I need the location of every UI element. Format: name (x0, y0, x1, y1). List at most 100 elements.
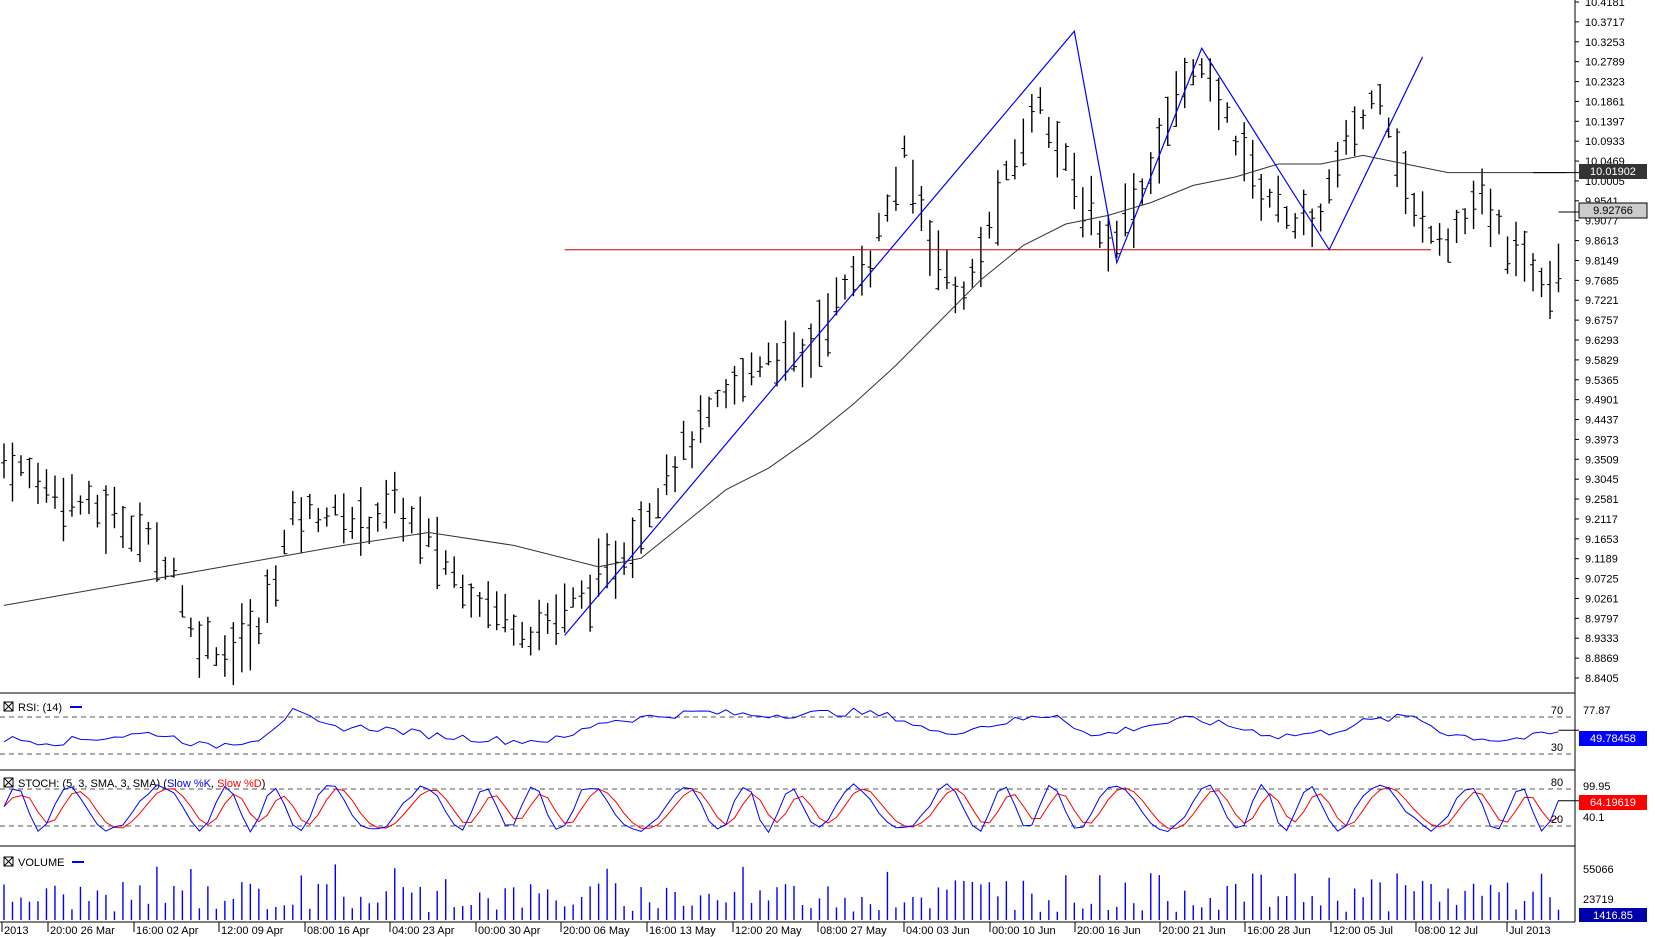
price-bar (977, 226, 984, 288)
price-bar (1470, 180, 1477, 230)
price-bar (867, 250, 874, 288)
price-bar (332, 494, 339, 516)
price-bar (77, 495, 84, 515)
stoch-toggle[interactable] (3, 777, 14, 788)
price-bar (1530, 253, 1537, 292)
time-tick-label: 2013 (4, 925, 28, 937)
rsi-panel[interactable]: RSI: (14) 70 30 77.87 49.78458 (0, 701, 1647, 755)
price-bar (1258, 174, 1265, 221)
rsi-level-high: 70 (1551, 705, 1563, 717)
price-bar (765, 342, 772, 366)
price-bar (731, 365, 738, 405)
time-tick-label: 00:00 30 Apr (478, 925, 541, 937)
price-bar (714, 389, 721, 408)
price-tick-label: 8.9797 (1585, 613, 1619, 625)
price-bar (748, 352, 755, 386)
price-bar (986, 211, 993, 239)
price-bar (1368, 90, 1375, 109)
price-bar (1402, 150, 1409, 215)
time-tick-label: 04:00 23 Apr (392, 925, 455, 937)
rsi-current-value: 49.78458 (1590, 733, 1636, 745)
time-tick-label: 08:00 12 Jul (1418, 925, 1478, 937)
price-bar (315, 507, 322, 533)
price-bar (799, 338, 806, 388)
price-bar (128, 515, 135, 552)
head-and-shoulders-pattern-line (564, 29, 1424, 636)
price-bar (1394, 128, 1401, 188)
price-bar (960, 281, 967, 310)
price-bar (901, 135, 908, 158)
price-bar (94, 494, 101, 528)
price-bar (1283, 206, 1290, 229)
price-bar (1249, 139, 1256, 199)
price-bar (544, 602, 551, 634)
price-tick-label: 9.8149 (1585, 255, 1619, 267)
price-bar (1360, 109, 1367, 130)
price-bar (213, 647, 220, 666)
stoch-scale-top: 99.95 (1583, 781, 1611, 793)
price-bar (969, 258, 976, 288)
current-price-text: 10.01902 (1590, 166, 1636, 178)
price-bar (1275, 175, 1282, 223)
rsi-line (3, 707, 1559, 749)
rsi-toggle[interactable] (3, 701, 14, 712)
price-bar (689, 431, 696, 469)
price-bar (1445, 228, 1452, 263)
price-bar (476, 592, 483, 617)
price-tick-label: 8.8405 (1585, 673, 1619, 685)
price-bar (833, 277, 840, 316)
price-bar (527, 626, 534, 656)
stochastic-panel[interactable]: STOCH: (5, 3, SMA, 3, SMA) (Slow %K, Slo… (0, 777, 1647, 834)
volume-toggle[interactable] (3, 856, 14, 867)
time-tick-label: 12:00 20 May (735, 925, 802, 937)
price-tick-label: 9.8613 (1585, 236, 1619, 248)
price-bar (238, 603, 245, 673)
price-bar (723, 379, 730, 409)
price-bar (1334, 141, 1341, 188)
price-tick-label: 9.6293 (1585, 335, 1619, 347)
price-tick-label: 9.4901 (1585, 395, 1619, 407)
time-tick-label: 12:00 09 Apr (221, 925, 284, 937)
price-bar (306, 493, 313, 520)
price-tick-label: 9.3509 (1585, 454, 1619, 466)
price-tick-label: 9.7685 (1585, 275, 1619, 287)
volume-panel[interactable]: VOLUME 55066 23719 1416.85 (3, 856, 1647, 922)
stoch-slow-d-line (3, 786, 1559, 829)
last-close-text: 9.92766 (1593, 205, 1633, 217)
last-close-badge: 9.92766 (1578, 202, 1648, 219)
price-tick-label: 10.3253 (1585, 37, 1625, 49)
price-bar (264, 569, 271, 624)
price-bar (553, 594, 560, 645)
time-tick-label: 08:00 16 Apr (307, 925, 370, 937)
price-tick-label: 8.9333 (1585, 633, 1619, 645)
price-bar (680, 420, 687, 460)
price-axis-ticks: 10.4181 10.3717 10.3253 10.2789 10.2323 10.18… (1575, 0, 1625, 685)
price-bar (119, 505, 126, 549)
price-tick-label: 10.2789 (1585, 57, 1625, 69)
price-bar (17, 455, 24, 476)
price-tick-label: 9.5365 (1585, 375, 1619, 387)
time-tick-label: 16:00 13 May (649, 925, 716, 937)
price-tick-label: 9.4437 (1585, 415, 1619, 427)
price-bar (1555, 243, 1562, 293)
price-tick-label: 10.3717 (1585, 17, 1625, 29)
time-tick-label: 20:00 16 Jun (1077, 925, 1141, 937)
price-tick-label: 9.3973 (1585, 434, 1619, 446)
price-bar (1096, 220, 1103, 248)
price-bar (1411, 192, 1418, 227)
price-bar (1513, 221, 1520, 277)
price-bar (1521, 230, 1528, 282)
price-panel[interactable] (1, 29, 1579, 686)
price-tick-label: 9.3045 (1585, 474, 1619, 486)
price-tick-label: 10.4181 (1585, 0, 1625, 9)
time-tick-label: 16:00 28 Jun (1247, 925, 1311, 937)
price-bar (1266, 188, 1273, 208)
price-bar (408, 506, 415, 534)
price-bar (247, 599, 254, 671)
price-tick-label: 9.0261 (1585, 593, 1619, 605)
price-bar (952, 276, 959, 314)
price-bar (1045, 116, 1052, 149)
price-tick-label: 9.6757 (1585, 315, 1619, 327)
price-bar (655, 488, 662, 519)
